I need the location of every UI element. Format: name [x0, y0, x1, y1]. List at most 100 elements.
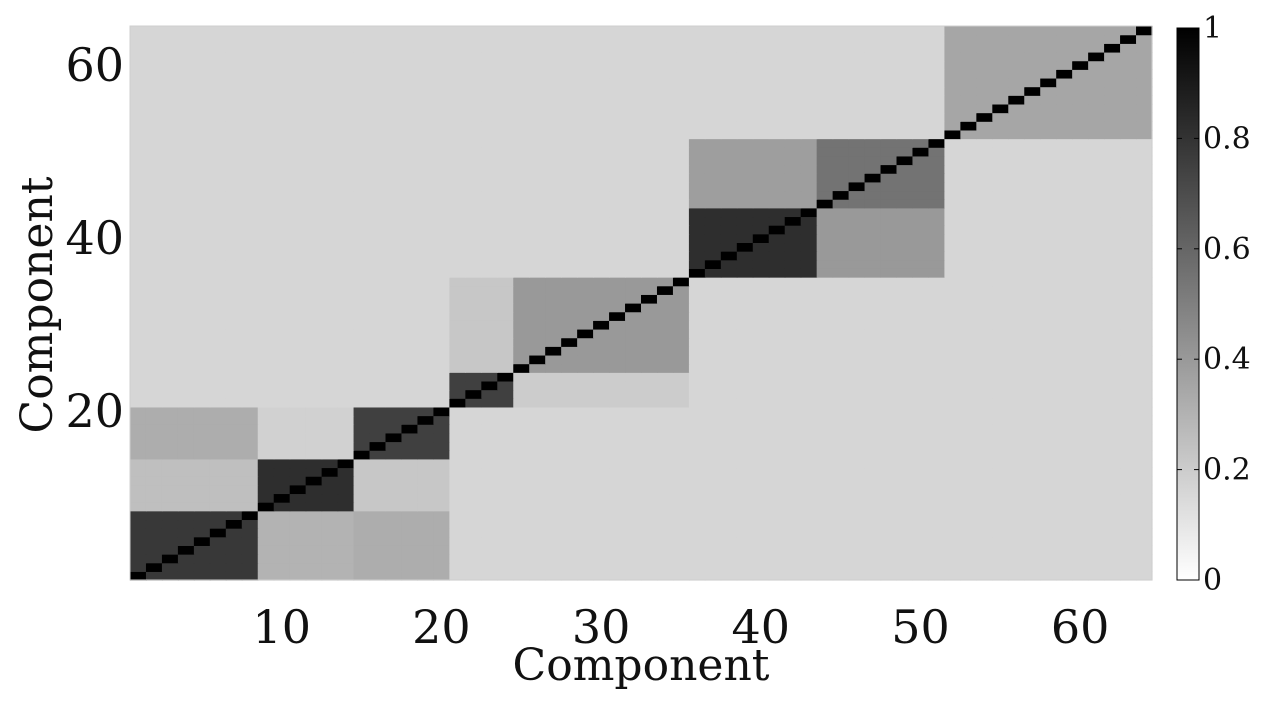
heatmap-cell: [305, 346, 323, 356]
heatmap-cell: [449, 225, 466, 235]
heatmap-cell: [768, 129, 786, 140]
heatmap-cell: [976, 251, 993, 261]
heatmap-cell: [688, 216, 706, 226]
heatmap-cell: [401, 77, 419, 88]
heatmap-cell: [912, 320, 930, 330]
heatmap-cell: [880, 95, 898, 105]
heatmap-cell: [944, 415, 961, 425]
heatmap-cell: [768, 372, 786, 382]
heatmap-cell: [768, 138, 786, 148]
heatmap-cell: [417, 545, 435, 555]
heatmap-cell: [257, 164, 275, 174]
heatmap-cell: [992, 389, 1009, 399]
heatmap-cell: [337, 484, 355, 495]
heatmap-cell: [353, 380, 371, 391]
heatmap-cell: [720, 155, 738, 166]
heatmap-cell: [944, 190, 961, 200]
heatmap-cell: [1072, 242, 1089, 252]
heatmap-cell: [209, 519, 227, 529]
heatmap-cell: [161, 441, 179, 451]
heatmap-cell: [369, 259, 387, 269]
heatmap-cell: [593, 103, 610, 114]
heatmap-cell: [960, 424, 977, 434]
heatmap-cell: [784, 328, 802, 339]
heatmap-cell: [177, 510, 195, 521]
colorbar: [1176, 27, 1200, 581]
heatmap-cell: [337, 259, 355, 269]
heatmap-cell: [720, 164, 738, 174]
heatmap-cell: [577, 458, 594, 469]
heatmap-cell: [577, 415, 594, 425]
heatmap-cell: [816, 458, 834, 469]
heatmap-cell: [257, 424, 275, 434]
heatmap-cell: [385, 545, 403, 555]
heatmap-cell: [672, 259, 690, 269]
heatmap-cell: [257, 346, 275, 356]
heatmap-cell: [433, 450, 450, 460]
heatmap-cell: [177, 406, 195, 417]
heatmap-cell: [130, 337, 147, 347]
heatmap-cell: [720, 51, 738, 62]
heatmap-cell: [321, 207, 339, 218]
heatmap-cell: [1040, 138, 1057, 148]
heatmap-cell: [752, 441, 770, 451]
heatmap-cell: [353, 173, 371, 183]
heatmap-cell: [1088, 484, 1105, 495]
heatmap-cell: [1072, 95, 1089, 105]
heatmap-cell: [529, 554, 546, 564]
heatmap-cell: [273, 441, 291, 451]
heatmap-cell: [449, 502, 466, 512]
heatmap-cell: [161, 554, 179, 564]
heatmap-cell: [465, 112, 482, 122]
heatmap-cell: [529, 86, 546, 96]
heatmap-cell: [545, 493, 562, 503]
heatmap-cell: [209, 536, 227, 546]
heatmap-cell: [784, 354, 802, 365]
heatmap-cell: [625, 199, 642, 209]
heatmap-cell: [641, 363, 658, 373]
heatmap-cell: [561, 562, 578, 572]
heatmap-cell: [848, 103, 866, 114]
heatmap-cell: [704, 103, 722, 114]
heatmap-cell: [401, 121, 419, 131]
heatmap-cell: [241, 259, 259, 269]
heatmap-cell: [241, 34, 259, 44]
heatmap-cell: [864, 86, 882, 96]
heatmap-cell: [561, 129, 578, 140]
heatmap-cell: [1008, 95, 1025, 105]
heatmap-cell: [1008, 432, 1025, 443]
heatmap-cell: [273, 571, 291, 581]
heatmap-cell: [561, 519, 578, 529]
heatmap-cell: [481, 467, 498, 477]
heatmap-cell: [976, 320, 993, 330]
heatmap-cell: [209, 311, 227, 321]
heatmap-cell: [561, 389, 578, 399]
heatmap-cell: [625, 190, 642, 200]
heatmap-cell: [497, 562, 514, 572]
heatmap-cell: [529, 467, 546, 477]
heatmap-cell: [1136, 77, 1153, 88]
heatmap-cell: [593, 510, 610, 521]
heatmap-cell: [800, 458, 818, 469]
heatmap-cell: [130, 112, 147, 122]
heatmap-cell: [513, 242, 530, 252]
heatmap-cell: [481, 528, 498, 538]
heatmap-cell: [768, 354, 786, 365]
heatmap-cell: [976, 60, 993, 70]
heatmap-cell: [1120, 528, 1137, 538]
heatmap-cell: [736, 380, 754, 391]
heatmap-cell: [832, 51, 850, 62]
heatmap-cell: [688, 43, 706, 53]
heatmap-cell: [736, 155, 754, 166]
heatmap-cell: [800, 424, 818, 434]
heatmap-cell: [257, 432, 275, 443]
heatmap-cell: [577, 432, 594, 443]
heatmap-cell: [944, 519, 961, 529]
heatmap-cell: [385, 26, 403, 36]
heatmap-cell: [704, 528, 722, 538]
heatmap-cell: [145, 216, 163, 226]
heatmap-cell: [928, 320, 946, 330]
heatmap-cell: [912, 164, 930, 174]
heatmap-cell: [1008, 207, 1025, 218]
heatmap-cell: [209, 502, 227, 512]
